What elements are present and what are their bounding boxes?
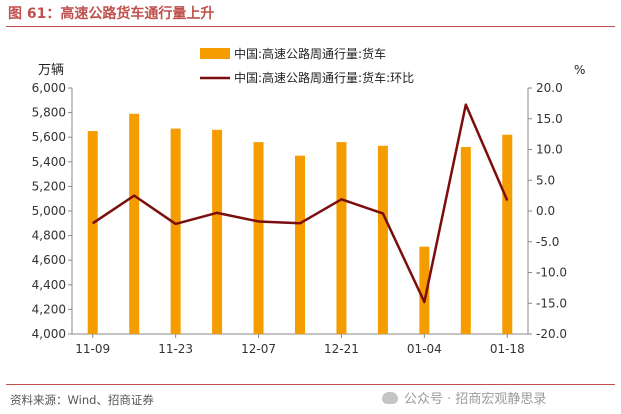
- chart-area: 4,000 4,200 4,400 4,600 4,800 5,000 5,200 5,400…: [0, 30, 621, 382]
- x-tick-label: 01-18: [490, 342, 525, 356]
- bar: [212, 129, 223, 334]
- y-left-tick-label: 4,000: [32, 327, 66, 341]
- y-right-tick-label: -20.0: [536, 327, 567, 341]
- legend-bar-label: 中国:高速公路周通行量:货车: [234, 46, 386, 61]
- watermark: 公众号 · 招商宏观静思录: [382, 388, 546, 407]
- y-left-tick-label: 5,200: [32, 179, 66, 193]
- y-left-tick-label: 5,600: [32, 130, 66, 144]
- watermark-text: 公众号 · 招商宏观静思录: [404, 392, 547, 407]
- chart-svg: 4,000 4,200 4,400 4,600 4,800 5,000 5,200 5,400…: [32, 46, 586, 356]
- bar: [170, 128, 181, 334]
- y-right-tick-label: 10.0: [536, 143, 563, 157]
- y-left-tick-label: 4,200: [32, 302, 66, 316]
- y-left-tick-label: 6,000: [32, 81, 66, 95]
- source-divider: [6, 384, 615, 385]
- source-note: 资料来源：Wind、招商证券: [10, 393, 154, 407]
- x-tick-label: 01-04: [407, 342, 442, 356]
- y-right-tick-label: -5.0: [536, 235, 559, 249]
- bar: [295, 155, 305, 334]
- x-tick-label: 11-09: [75, 342, 110, 356]
- y-left-tick-label: 4,600: [32, 253, 66, 267]
- y-left-tick-label: 5,000: [32, 204, 66, 218]
- bar: [129, 113, 140, 334]
- y-left-tick-label: 4,400: [32, 278, 66, 292]
- y-left-unit-label: 万辆: [38, 63, 64, 78]
- bar: [336, 142, 347, 334]
- figure-title: 图 61：高速公路货车通行量上升: [8, 6, 215, 22]
- y-right-tick-label: -15.0: [536, 296, 567, 310]
- legend-bar-swatch: [200, 48, 230, 59]
- bar: [502, 134, 513, 334]
- bar: [87, 131, 98, 334]
- bar: [377, 145, 388, 334]
- y-right-unit-label: %: [574, 63, 585, 77]
- y-left-tick-label: 5,800: [32, 106, 66, 120]
- x-tick-label: 12-21: [324, 342, 359, 356]
- y-right-tick-label: -10.0: [536, 266, 567, 280]
- y-right-tick-label: 15.0: [536, 112, 563, 126]
- legend-line-label: 中国:高速公路周通行量:货车:环比: [234, 70, 414, 85]
- y-right-tick-label: 20.0: [536, 81, 563, 95]
- y-right-tick-label: 0.0: [536, 204, 555, 218]
- bar: [253, 142, 264, 334]
- x-tick-label: 12-07: [241, 342, 276, 356]
- y-right-tick-label: 5.0: [536, 173, 555, 187]
- bar: [419, 246, 430, 334]
- y-left-tick-label: 4,800: [32, 229, 66, 243]
- title-divider: [6, 26, 615, 27]
- x-tick-label: 11-23: [158, 342, 193, 356]
- y-left-tick-label: 5,400: [32, 155, 66, 169]
- bar: [460, 147, 471, 334]
- wechat-icon: [382, 391, 398, 404]
